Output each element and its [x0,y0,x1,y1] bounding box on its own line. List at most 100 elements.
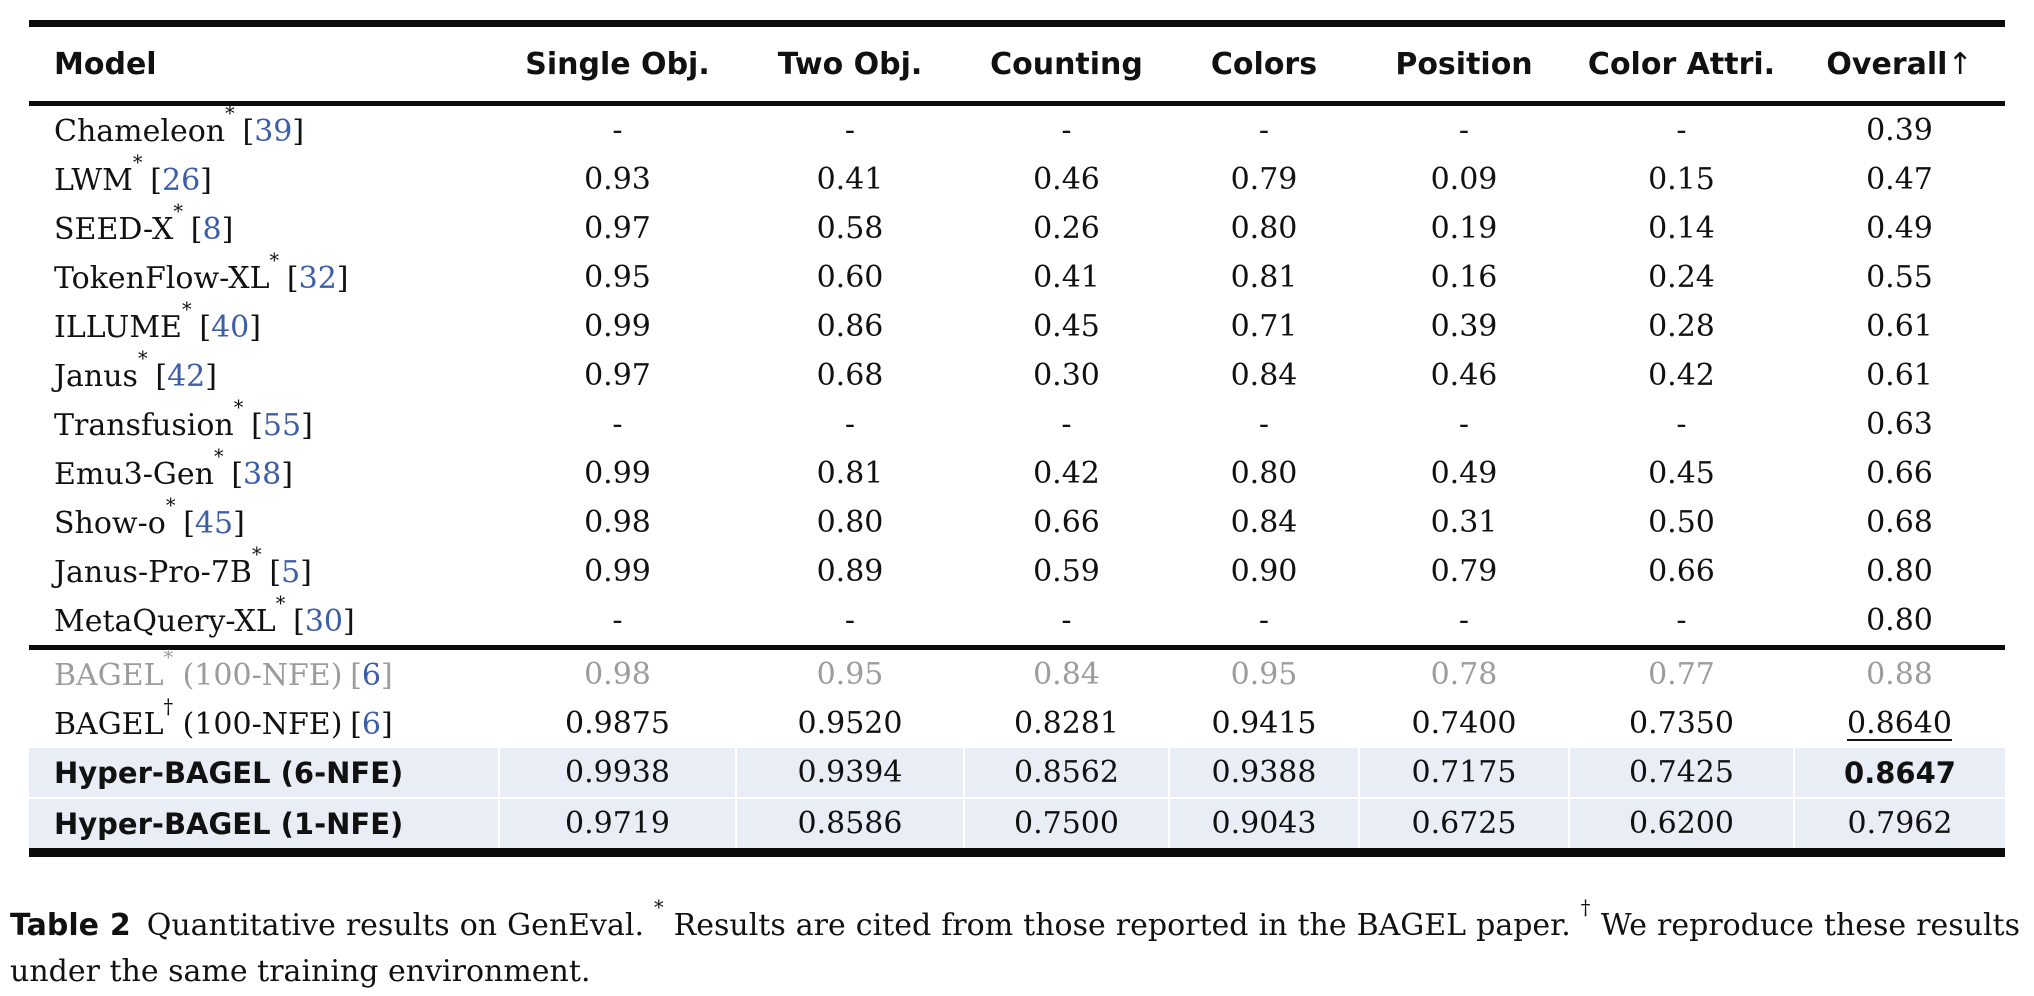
value-cell: 0.41 [1033,260,1100,295]
value-cell: 0.9415 [1211,706,1317,741]
value-cell: 0.61 [1866,309,1933,344]
value-cell: 0.7350 [1629,706,1734,741]
value-cell: 0.8586 [735,797,964,857]
model-label: TokenFlow-XL [54,261,270,296]
model-superscript: * [181,298,192,322]
table-row: Show-o* [45] 0.98 0.80 0.66 0.84 0.31 0.5… [29,494,2005,547]
value-cell: 0.15 [1648,162,1715,197]
model-label: LWM [54,163,133,198]
citation-bracket: ] [381,658,393,693]
value-cell: 0.31 [1430,505,1498,540]
model-cell: MetaQuery-XL* [30] [29,592,499,648]
citation-link[interactable]: 26 [161,163,201,198]
value-cell: 0.78 [1359,645,1569,699]
model-label: Hyper-BAGEL (6-NFE) [54,755,404,790]
column-header-colors: Colors [1169,20,1359,106]
model-superscript: * [233,396,244,420]
value-cell-underlined: 0.8640 [1847,706,1952,741]
value-cell: 0.9388 [1168,748,1359,798]
model-label: Janus [54,359,138,394]
value-cell: 0.99 [584,554,651,589]
model-superscript: * [213,445,224,469]
model-superscript: * [132,151,143,175]
citation-bracket: ] [249,310,261,345]
model-cell: ILLUME* [40] [29,298,499,351]
value-cell: - [1676,113,1687,148]
model-cell: Emu3-Gen* [38] [29,445,499,498]
citation-bracket: ] [292,114,305,149]
value-cell: 0.79 [1230,162,1298,197]
value-cell: 0.7425 [1568,748,1794,798]
model-superscript: * [163,646,174,670]
value-cell: 0.19 [1430,211,1498,246]
model-label: Show-o [54,506,166,541]
value-cell: 0.39 [1430,309,1498,344]
citation-bracket: ] [343,604,355,639]
model-cell: Transfusion* [55] [29,396,499,449]
citation-link[interactable]: 5 [281,555,301,590]
model-cell: SEED-X* [8] [29,200,499,253]
value-cell: 0.93 [584,162,651,197]
value-cell: 0.79 [1430,554,1498,589]
citation-bracket: [ [242,114,255,149]
citation-link[interactable]: 40 [211,310,250,345]
model-suffix: (100-NFE) [173,707,343,742]
citation-link[interactable]: 55 [262,408,302,443]
value-cell: 0.95 [584,260,651,295]
dagger-footnote-marker: † [1580,896,1591,920]
value-cell: 0.45 [1648,456,1715,491]
asterisk-footnote-marker: * [654,896,664,920]
citation-link[interactable]: 38 [243,457,282,492]
column-header-counting: Counting [964,20,1169,106]
value-cell: 0.61 [1866,358,1933,393]
citation-bracket: ] [381,707,393,742]
model-label: BAGEL [54,707,164,742]
value-cell: 0.77 [1569,645,1794,699]
value-cell: 0.24 [1648,260,1715,295]
citation-link[interactable]: 6 [361,658,382,693]
value-cell: 0.71 [1230,309,1298,344]
caption-text: Results are cited from those reported in… [663,908,1571,943]
value-cell: 0.47 [1866,162,1933,197]
value-cell: - [1258,113,1270,148]
model-superscript: * [225,102,235,126]
model-label: ILLUME [54,310,182,345]
value-cell: 0.60 [816,260,884,295]
value-cell: - [1258,603,1270,638]
value-cell: 0.84 [1230,505,1298,540]
value-cell: - [1458,113,1470,148]
value-cell: 0.80 [1866,603,1933,638]
column-header-two-obj: Two Obj. [736,20,964,106]
citation-bracket: ] [300,555,312,590]
value-cell: 0.8562 [963,748,1169,798]
citation-bracket: [ [269,555,282,590]
column-header-model: Model [29,20,499,106]
value-cell: 0.6200 [1568,797,1794,857]
value-cell: 0.49 [1430,456,1498,491]
table-row: Janus* [42] 0.97 0.68 0.30 0.84 0.46 0.42… [29,347,2005,400]
citation-link[interactable]: 6 [361,707,382,742]
value-cell: 0.41 [816,162,884,197]
table-row: LWM* [26] 0.93 0.41 0.46 0.79 0.09 0.15 0… [29,151,2005,204]
citation-link[interactable]: 32 [298,261,337,296]
table-row-highlighted: Hyper-BAGEL (6-NFE) 0.9938 0.9394 0.8562… [29,748,2005,798]
citation-link[interactable]: 30 [304,604,344,639]
value-cell: 0.9043 [1168,797,1359,857]
citation-link[interactable]: 39 [254,114,293,149]
citation-link[interactable]: 45 [194,506,234,541]
model-label: Chameleon [54,114,226,149]
model-label: SEED-X [54,212,174,247]
citation-link[interactable]: 42 [167,359,206,394]
value-cell: 0.42 [1033,456,1100,491]
model-cell: Hyper-BAGEL (1-NFE) [29,797,499,857]
citation-link[interactable]: 8 [202,212,222,247]
value-cell: 0.97 [584,211,651,246]
citation-bracket: [ [155,359,168,394]
value-cell: 0.45 [1033,309,1100,344]
value-cell: - [844,407,856,442]
model-cell: LWM* [26] [29,151,499,204]
model-superscript: * [269,249,280,273]
value-cell: - [1061,603,1072,638]
value-cell: 0.80 [816,505,884,540]
